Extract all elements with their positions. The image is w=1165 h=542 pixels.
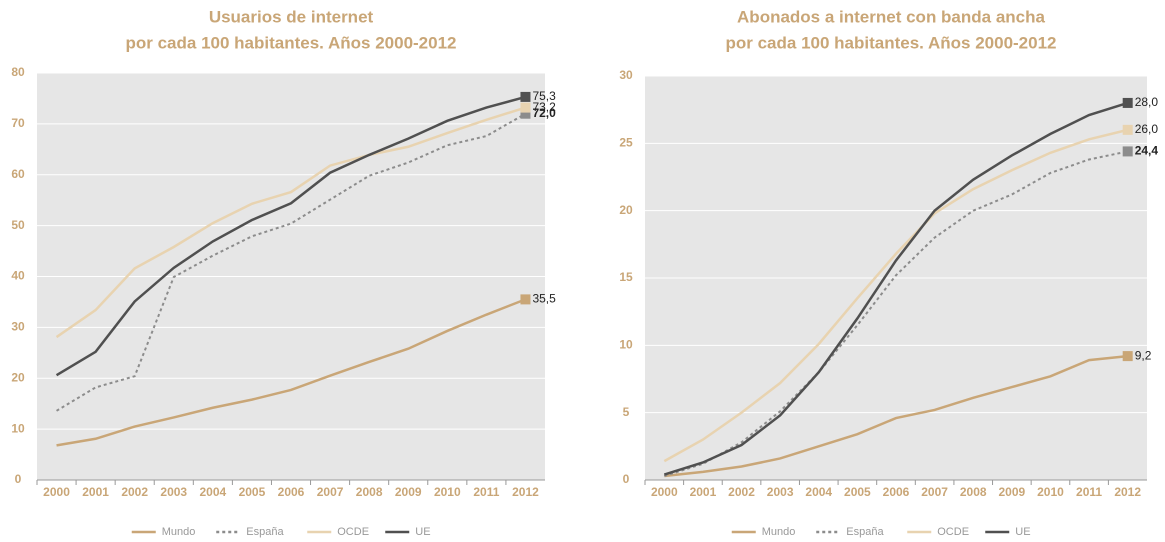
x-tick-label: 2009 bbox=[998, 485, 1025, 499]
y-tick-label: 15 bbox=[619, 270, 633, 284]
x-tick-label: 2009 bbox=[395, 485, 422, 499]
series-line bbox=[55, 95, 526, 377]
x-tick-label: 2005 bbox=[239, 485, 266, 499]
series-line bbox=[663, 101, 1129, 476]
x-tick-label: 2012 bbox=[512, 485, 539, 499]
y-tick-label: 50 bbox=[11, 218, 25, 232]
series-line bbox=[664, 354, 1128, 478]
end-marker bbox=[520, 108, 531, 119]
value-label: 24,4 bbox=[1135, 144, 1159, 158]
x-tick-label: 2006 bbox=[278, 485, 305, 499]
x-tick-label: 2003 bbox=[767, 485, 794, 499]
x-tick-label: 2012 bbox=[1114, 485, 1141, 499]
x-tick-label: 2005 bbox=[844, 485, 871, 499]
chart-title: Usuarios de internet bbox=[209, 7, 374, 26]
chart: Abonados a internet con banda ancha por c… bbox=[619, 7, 1158, 537]
legend-label: UE bbox=[1015, 526, 1030, 538]
x-tick-label: 2001 bbox=[82, 485, 109, 499]
chart: Usuarios de internet por cada 100 habitan… bbox=[11, 7, 556, 537]
x-tick-label: 2000 bbox=[43, 485, 70, 499]
x-tick-label: 2002 bbox=[121, 485, 148, 499]
y-tick-label: 0 bbox=[15, 472, 22, 486]
x-tick-label: 2004 bbox=[805, 485, 832, 499]
legend-label: OCDE bbox=[937, 526, 969, 538]
x-tick-label: 2011 bbox=[1076, 485, 1102, 499]
y-tick-label: 30 bbox=[11, 320, 25, 334]
value-label: 75,3 bbox=[532, 89, 556, 103]
y-tick-label: 60 bbox=[11, 167, 25, 181]
end-marker bbox=[1122, 351, 1133, 362]
y-tick-label: 20 bbox=[619, 203, 633, 217]
value-label: 72,0 bbox=[532, 106, 556, 120]
x-tick-label: 2001 bbox=[690, 485, 717, 499]
y-tick-label: 80 bbox=[11, 65, 25, 79]
value-label: 73,2 bbox=[532, 100, 556, 114]
y-tick-label: 10 bbox=[11, 421, 25, 435]
legend-label: OCDE bbox=[337, 526, 369, 538]
x-tick-label: 2008 bbox=[356, 485, 383, 499]
end-marker bbox=[1122, 124, 1133, 135]
end-marker bbox=[1122, 146, 1133, 157]
chart-title: por cada 100 habitantes. Años 2000-2012 bbox=[125, 33, 456, 52]
x-tick-label: 2006 bbox=[883, 485, 910, 499]
series-line bbox=[55, 106, 526, 339]
end-marker bbox=[520, 102, 531, 113]
value-label: 28,0 bbox=[1135, 95, 1159, 109]
x-tick-label: 2007 bbox=[317, 485, 344, 499]
y-tick-label: 10 bbox=[619, 338, 633, 352]
series-line bbox=[56, 298, 526, 447]
chart-title: Abonados a internet con banda ancha bbox=[737, 7, 1045, 26]
y-tick-label: 20 bbox=[11, 370, 25, 384]
x-tick-label: 2002 bbox=[728, 485, 755, 499]
y-tick-label: 0 bbox=[623, 472, 630, 486]
x-tick-label: 2003 bbox=[160, 485, 187, 499]
end-marker bbox=[520, 294, 531, 305]
series-line bbox=[663, 128, 1128, 463]
legend-label: Mundo bbox=[762, 526, 796, 538]
legend-label: UE bbox=[415, 526, 430, 538]
y-tick-label: 25 bbox=[619, 136, 633, 150]
value-label: 9,2 bbox=[1135, 348, 1152, 362]
y-tick-label: 70 bbox=[11, 116, 25, 130]
x-tick-label: 2011 bbox=[473, 485, 499, 499]
x-tick-label: 2010 bbox=[434, 485, 461, 499]
y-tick-label: 40 bbox=[11, 269, 25, 283]
x-tick-label: 2007 bbox=[921, 485, 948, 499]
legend-label: España bbox=[246, 526, 284, 538]
legend-label: España bbox=[846, 526, 884, 538]
y-tick-label: 30 bbox=[619, 68, 633, 82]
series-line bbox=[664, 150, 1128, 477]
x-tick-label: 2008 bbox=[960, 485, 987, 499]
legend-label: Mundo bbox=[162, 526, 196, 538]
end-marker bbox=[520, 91, 531, 102]
value-label: 26,0 bbox=[1135, 122, 1159, 136]
x-tick-label: 2004 bbox=[199, 485, 226, 499]
value-label: 35,5 bbox=[532, 292, 556, 306]
x-tick-label: 2010 bbox=[1037, 485, 1064, 499]
end-marker bbox=[1122, 97, 1133, 108]
y-tick-label: 5 bbox=[623, 405, 630, 419]
x-tick-label: 2000 bbox=[651, 485, 678, 499]
series-line bbox=[56, 112, 526, 412]
chart-title: por cada 100 habitantes. Años 2000-2012 bbox=[725, 33, 1056, 52]
